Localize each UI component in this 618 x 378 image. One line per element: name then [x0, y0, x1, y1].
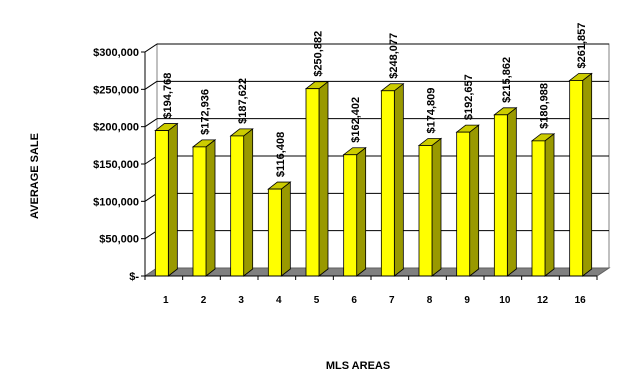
- bar-side: [167, 122, 178, 277]
- bar-front: [305, 88, 320, 277]
- data-label: $194,768: [162, 73, 174, 119]
- bar-front: [192, 146, 207, 277]
- y-tick-label: $250,000: [93, 84, 139, 96]
- x-tick-label: 5: [314, 295, 320, 306]
- data-label: $248,077: [388, 33, 400, 79]
- x-tick-label: 7: [389, 295, 395, 306]
- bar-front: [343, 154, 358, 277]
- data-label: $250,882: [313, 31, 325, 77]
- data-labels: $194,768 $172,936 $187,622 $116,408 $250,882…: [162, 23, 588, 177]
- bar-side: [205, 139, 216, 277]
- bar: [342, 146, 367, 277]
- bar: [191, 139, 217, 277]
- y-tick-label: $50,000: [99, 234, 139, 246]
- bar-front: [569, 80, 584, 277]
- y-tick-label: $150,000: [93, 159, 139, 171]
- bar-front: [531, 140, 546, 277]
- data-label: $261,857: [576, 23, 588, 69]
- y-tick-label: $200,000: [93, 122, 139, 134]
- bar-side: [356, 146, 367, 277]
- y-axis-label: AVERAGE SALE: [29, 133, 41, 219]
- x-tick-label: 16: [575, 295, 587, 306]
- bar: [455, 124, 480, 277]
- x-axis-tick-labels: 1 2 3 4 5 6 7 8 9 10 12 16: [144, 275, 598, 306]
- bar-side: [318, 80, 329, 277]
- y-tick-label: $100,000: [93, 196, 139, 208]
- bar: [417, 137, 443, 277]
- bar-front: [418, 145, 433, 277]
- data-label: $172,936: [200, 89, 212, 135]
- y-tick-label: $-: [129, 271, 139, 283]
- gridline-side: [144, 43, 158, 53]
- bar: [304, 80, 330, 277]
- data-label: $174,809: [426, 88, 438, 134]
- data-label: $162,402: [350, 97, 362, 143]
- bar-side: [431, 137, 442, 277]
- bar-side: [469, 124, 480, 277]
- bars: [154, 72, 593, 277]
- bar: [530, 133, 556, 277]
- bar: [229, 128, 254, 277]
- bar-front: [230, 135, 245, 277]
- bar-front: [154, 130, 169, 277]
- bar-front: [267, 188, 282, 277]
- bar-side: [582, 72, 593, 277]
- x-tick-label: 6: [351, 295, 357, 306]
- data-label: $187,622: [237, 78, 249, 124]
- x-tick-label: 8: [427, 295, 433, 306]
- y-axis-tick-labels: $- $50,000 $100,000 $150,000 $200,000 $250,00…: [93, 47, 146, 283]
- bar: [493, 107, 518, 277]
- x-tick-label: 4: [276, 295, 282, 306]
- bar-side: [544, 133, 555, 277]
- x-axis-label: MLS AREAS: [326, 360, 390, 372]
- x-tick-label: 1: [163, 295, 169, 306]
- bar: [267, 181, 292, 277]
- x-tick-label: 9: [464, 295, 470, 306]
- bar-side: [280, 181, 291, 277]
- data-label: $215,862: [501, 57, 513, 103]
- bar-front: [456, 131, 471, 277]
- x-tick-label: 10: [499, 295, 511, 306]
- gridline-side: [144, 118, 158, 128]
- bar-side: [506, 107, 517, 277]
- bar-front: [493, 114, 508, 277]
- y-tick-label: $300,000: [93, 47, 139, 59]
- data-label: $180,988: [539, 83, 551, 129]
- bar-side: [243, 128, 254, 277]
- bar-front: [380, 90, 395, 277]
- data-label: $192,657: [463, 74, 475, 120]
- bar: [154, 122, 179, 277]
- x-tick-label: 3: [238, 295, 244, 306]
- x-tick-label: 2: [201, 295, 207, 306]
- bar: [380, 82, 405, 277]
- x-tick-label: 12: [537, 295, 549, 306]
- data-label: $116,408: [275, 132, 287, 177]
- bar-side: [393, 82, 404, 277]
- gridline-side: [144, 80, 158, 90]
- bar: [568, 72, 593, 277]
